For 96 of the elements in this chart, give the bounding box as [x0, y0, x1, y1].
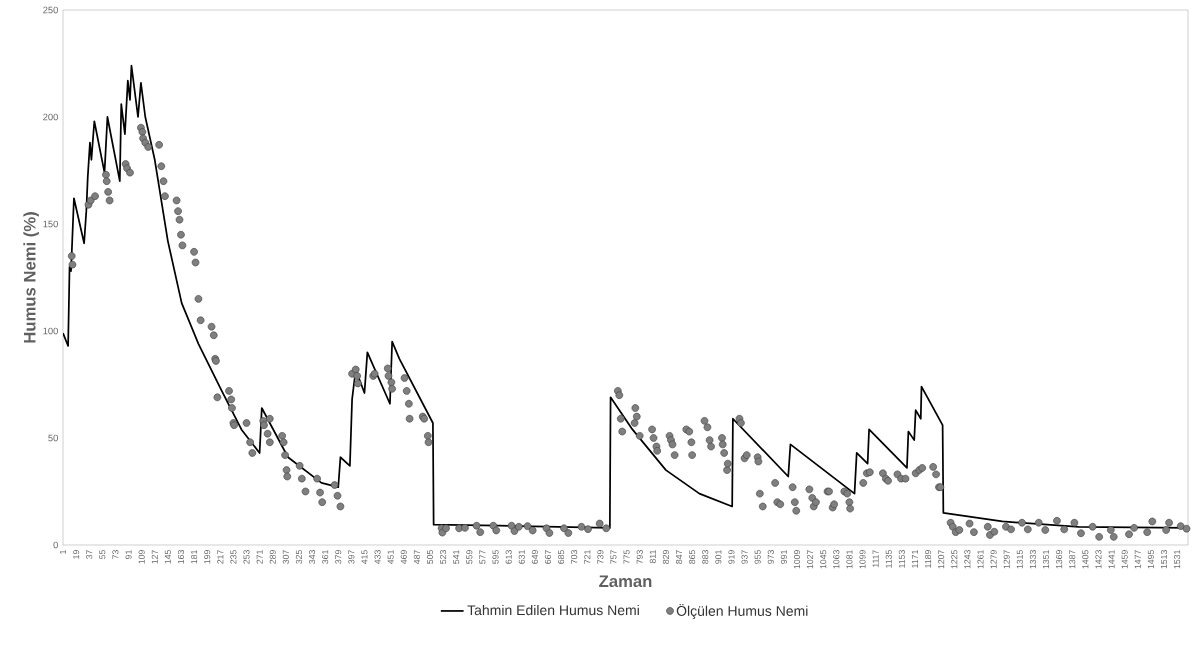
- x-tick-label: 1423: [1095, 550, 1102, 569]
- x-tick-label: 451: [387, 550, 394, 564]
- x-tick-label: 1171: [911, 550, 918, 568]
- x-tick-label: 199: [204, 550, 211, 564]
- x-tick-label: 469: [400, 550, 407, 564]
- x-tick-label: 1189: [925, 550, 932, 568]
- x-tick-label: 487: [413, 550, 420, 564]
- x-tick-label: 1495: [1147, 550, 1154, 569]
- x-tick-label: 91: [125, 550, 132, 559]
- y-tick-label: 250: [43, 6, 58, 14]
- x-tick-label: 397: [348, 550, 355, 564]
- x-tick-label: 379: [335, 550, 342, 564]
- x-tick-label: 937: [741, 550, 748, 564]
- x-tick-label: 325: [295, 550, 302, 564]
- x-tick-label: 235: [230, 550, 237, 564]
- x-tick-label: 757: [610, 550, 617, 564]
- x-tick-label: 253: [243, 550, 250, 564]
- x-tick-label: 703: [571, 550, 578, 564]
- x-tick-label: 217: [217, 550, 224, 564]
- x-tick-label: 1117: [872, 550, 879, 568]
- x-tick-label: 829: [662, 550, 669, 564]
- y-tick-label: 50: [48, 434, 58, 442]
- x-tick-label: 1459: [1121, 550, 1128, 569]
- x-tick-label: 613: [505, 550, 512, 564]
- x-tick-label: 433: [374, 550, 381, 564]
- x-tick-label: 847: [675, 550, 683, 564]
- x-tick-label: 1081: [846, 550, 853, 569]
- x-tick-label: 37: [86, 550, 93, 559]
- x-tick-label: 1405: [1082, 550, 1089, 569]
- y-tick-label: 100: [43, 327, 58, 335]
- x-tick-label: 73: [112, 550, 119, 559]
- x-tick-label: 1477: [1134, 550, 1141, 569]
- x-tick-label: 1531: [1174, 550, 1181, 569]
- x-tick-label: 1297: [1003, 550, 1010, 569]
- x-tick-label: 1009: [793, 550, 801, 569]
- x-tick-label: 883: [702, 550, 709, 564]
- x-tick-label: 523: [440, 550, 447, 564]
- x-tick-label: 1513: [1160, 550, 1168, 569]
- x-tick-label: 181: [191, 550, 198, 564]
- legend-label: Ölçülen Humus Nemi: [676, 604, 808, 619]
- x-tick-label: 649: [531, 550, 538, 564]
- x-tick-label: 685: [558, 550, 565, 564]
- x-tick-label: 595: [492, 550, 499, 564]
- x-tick-label: 271: [256, 550, 263, 564]
- x-tick-label: 1099: [859, 550, 866, 569]
- x-tick-label: 721: [584, 550, 591, 564]
- x-tick-label: 973: [767, 550, 774, 564]
- x-tick-label: 577: [479, 550, 486, 564]
- x-tick-label: 343: [308, 550, 316, 564]
- legend-label: Tahmin Edilen Humus Nemi: [467, 604, 639, 616]
- x-tick-label: 559: [466, 550, 473, 564]
- x-tick-label: 1333: [1029, 550, 1036, 569]
- x-tick-label: 739: [597, 550, 604, 564]
- x-tick-label: 145: [164, 550, 171, 564]
- x-axis-title: Zaman: [599, 575, 652, 588]
- x-tick-label: 919: [728, 550, 735, 564]
- x-tick-label: 361: [322, 550, 329, 564]
- x-tick-label: 631: [518, 550, 525, 564]
- x-tick-label: 865: [689, 550, 696, 564]
- x-tick-label: 1: [60, 550, 66, 554]
- x-tick-label: 415: [361, 550, 368, 564]
- x-tick-label: 1279: [990, 550, 997, 569]
- x-tick-label: 1063: [833, 550, 840, 569]
- x-tick-label: 1441: [1108, 550, 1115, 569]
- y-tick-label: 200: [43, 113, 58, 121]
- x-tick-label: 667: [544, 550, 552, 564]
- x-tick-label: 163: [177, 550, 185, 564]
- x-tick-label: 1243: [964, 550, 971, 569]
- x-tick-label: 1315: [1016, 550, 1023, 569]
- x-tick-label: 1153: [898, 550, 905, 568]
- x-tick-label: 541: [453, 550, 460, 564]
- x-tick-label: 127: [151, 550, 158, 564]
- x-tick-label: 775: [623, 550, 630, 564]
- x-tick-label: 1351: [1042, 550, 1050, 569]
- x-tick-label: 793: [636, 550, 643, 564]
- x-tick-label: 19: [73, 550, 80, 559]
- x-tick-label: 55: [99, 550, 106, 559]
- x-tick-label: 109: [138, 550, 145, 564]
- x-tick-label: 1387: [1069, 550, 1076, 569]
- x-tick-label: 1225: [951, 550, 958, 569]
- x-tick-label: 1207: [938, 550, 945, 569]
- y-tick-label: 150: [43, 220, 58, 228]
- x-tick-label: 1027: [807, 550, 814, 569]
- x-tick-label: 1045: [820, 550, 827, 569]
- x-tick-label: 505: [426, 550, 434, 564]
- x-tick-label: 289: [269, 550, 276, 564]
- x-tick-label: 307: [282, 550, 289, 564]
- x-tick-label: 1369: [1056, 550, 1063, 569]
- x-tick-label: 991: [780, 550, 787, 564]
- x-tick-label: 1135: [885, 550, 892, 568]
- y-tick-label: 0: [53, 541, 58, 549]
- x-tick-label: 901: [715, 550, 722, 564]
- x-tick-label: 955: [754, 550, 761, 564]
- y-axis-title: Humus Nemi (%): [23, 212, 39, 343]
- x-tick-label: 1261: [977, 550, 984, 569]
- x-tick-label: 811: [649, 550, 656, 564]
